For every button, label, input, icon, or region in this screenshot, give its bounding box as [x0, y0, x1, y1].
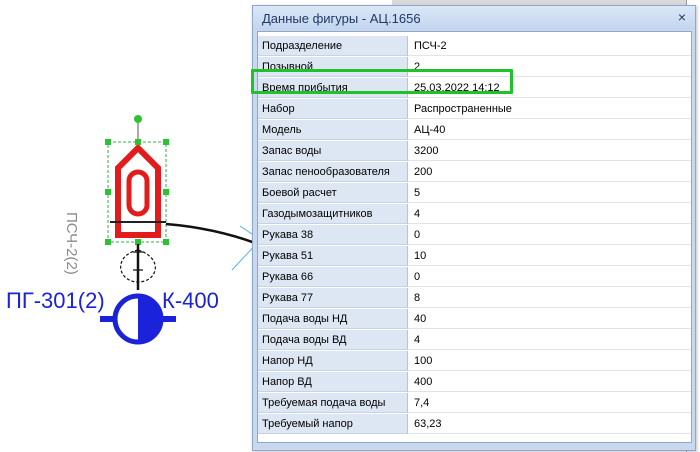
property-value[interactable]: 4 — [408, 204, 691, 224]
property-value[interactable]: 7,4 — [408, 393, 691, 413]
property-name: Требуемая подача воды — [258, 393, 408, 413]
property-name: Рукава 38 — [258, 225, 408, 245]
property-value[interactable]: 4 — [408, 330, 691, 350]
hydrant-label-left: ПГ-301(2) — [6, 288, 105, 313]
property-row[interactable]: Запас пенообразователя 200 — [258, 162, 691, 183]
fire-truck-symbol[interactable] — [105, 115, 169, 245]
figure-data-dialog[interactable]: Данные фигуры - АЦ.1656 × Подразделение П… — [252, 5, 696, 451]
property-name: Запас пенообразователя — [258, 162, 408, 182]
property-name: Подразделение — [258, 36, 408, 56]
property-name: Напор ВД — [258, 372, 408, 392]
property-name: Рукава 51 — [258, 246, 408, 266]
dialog-title: Данные фигуры - АЦ.1656 — [262, 11, 421, 26]
property-row[interactable]: Боевой расчет 5 — [258, 183, 691, 204]
property-value[interactable]: 400 — [408, 372, 691, 392]
property-value[interactable]: 0 — [408, 225, 691, 245]
property-value[interactable]: ПСЧ-2 — [408, 36, 691, 56]
properties-grid[interactable]: Подразделение ПСЧ-2 Позывной 2 Время прибыти… — [257, 31, 692, 443]
close-icon[interactable]: × — [677, 9, 686, 25]
property-name: Напор НД — [258, 351, 408, 371]
property-value[interactable]: 100 — [408, 351, 691, 371]
property-name: Рукава 77 — [258, 288, 408, 308]
property-value[interactable]: Распространенные — [408, 99, 691, 119]
property-row[interactable]: Требуемая подача воды 7,4 — [258, 393, 691, 414]
property-name: Боевой расчет — [258, 183, 408, 203]
property-value[interactable]: 200 — [408, 162, 691, 182]
property-row[interactable]: Газодымозащитников 4 — [258, 204, 691, 225]
hydrant-label-right: К-400 — [162, 288, 219, 313]
property-name: Подача воды ВД — [258, 330, 408, 350]
property-name: Подача воды НД — [258, 309, 408, 329]
property-row[interactable]: Подача воды НД 40 — [258, 309, 691, 330]
property-value[interactable]: 5 — [408, 183, 691, 203]
property-row[interactable]: Запас воды 3200 — [258, 141, 691, 162]
property-value[interactable]: 2 — [408, 57, 691, 77]
property-name: Модель — [258, 120, 408, 140]
hose-line — [165, 222, 259, 246]
property-row[interactable]: Рукава 38 0 — [258, 225, 691, 246]
property-row[interactable]: Рукава 51 10 — [258, 246, 691, 267]
property-value[interactable]: 3200 — [408, 141, 691, 161]
property-value[interactable]: АЦ-40 — [408, 120, 691, 140]
property-value[interactable]: 8 — [408, 288, 691, 308]
property-value[interactable]: 10 — [408, 246, 691, 266]
property-row[interactable]: Модель АЦ-40 — [258, 120, 691, 141]
property-value[interactable]: 0 — [408, 267, 691, 287]
unit-label: ПСЧ-2(2) — [63, 212, 80, 275]
property-name: Газодымозащитников — [258, 204, 408, 224]
property-name: Набор — [258, 99, 408, 119]
property-row[interactable]: Рукава 66 0 — [258, 267, 691, 288]
property-value[interactable]: 63,23 — [408, 414, 691, 434]
dialog-titlebar[interactable]: Данные фигуры - АЦ.1656 × — [253, 6, 695, 30]
property-row[interactable]: Подразделение ПСЧ-2 — [258, 36, 691, 57]
property-name: Рукава 66 — [258, 267, 408, 287]
property-row[interactable]: Требуемый напор 63,23 — [258, 414, 691, 435]
property-row[interactable]: Подача воды ВД 4 — [258, 330, 691, 351]
property-row[interactable]: Рукава 77 8 — [258, 288, 691, 309]
property-row[interactable]: Набор Распространенные — [258, 99, 691, 120]
property-name: Требуемый напор — [258, 414, 408, 434]
property-name: Запас воды — [258, 141, 408, 161]
hydrant-symbol[interactable] — [100, 293, 176, 345]
arrival-time-highlight — [251, 69, 513, 94]
property-row[interactable]: Напор ВД 400 — [258, 372, 691, 393]
property-value[interactable]: 40 — [408, 309, 691, 329]
property-row[interactable]: Напор НД 100 — [258, 351, 691, 372]
